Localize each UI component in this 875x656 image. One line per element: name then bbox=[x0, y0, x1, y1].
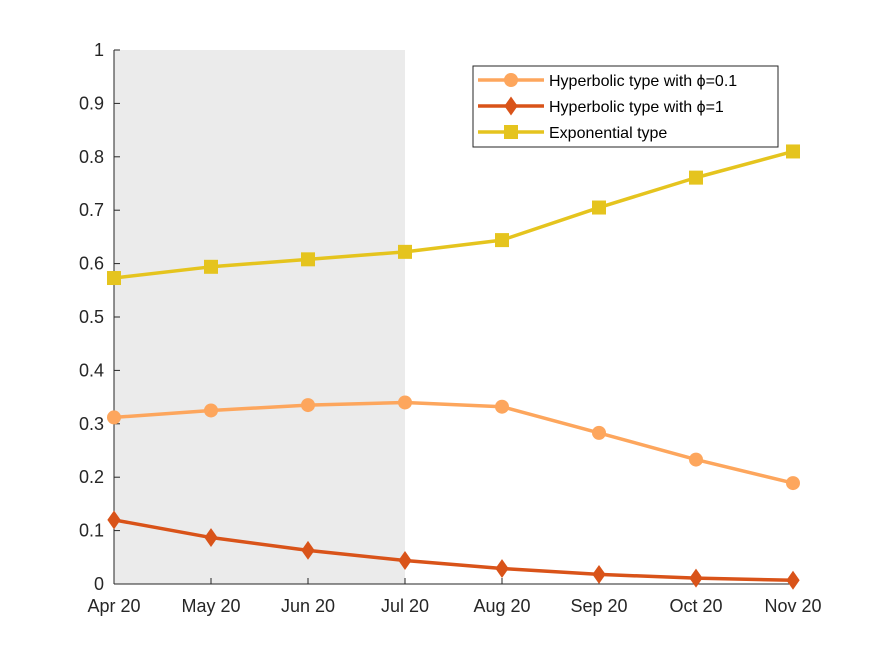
legend-label: Hyperbolic type with ϕ=1 bbox=[549, 99, 724, 116]
data-point bbox=[495, 233, 509, 248]
legend-entry: Hyperbolic type with ϕ=1 bbox=[478, 96, 724, 116]
shaded-region bbox=[114, 50, 405, 584]
legend-swatch-marker bbox=[504, 96, 518, 116]
x-tick-label: Nov 20 bbox=[764, 596, 821, 616]
legend: Hyperbolic type with ϕ=0.1 Hyperbolic typ… bbox=[472, 65, 779, 148]
y-tick-label: 0.5 bbox=[79, 307, 104, 327]
legend-label: Exponential type bbox=[549, 125, 667, 142]
series-1 bbox=[107, 510, 800, 590]
x-tick-label: Aug 20 bbox=[473, 596, 530, 616]
x-tick-label: Jun 20 bbox=[281, 596, 335, 616]
series-layer bbox=[107, 144, 800, 590]
data-point bbox=[689, 568, 703, 588]
legend-entry: Hyperbolic type with ϕ=0.1 bbox=[478, 73, 737, 90]
data-point bbox=[398, 395, 412, 410]
y-tick-label: 0.3 bbox=[79, 414, 104, 434]
x-tick-label: Oct 20 bbox=[669, 596, 722, 616]
data-point bbox=[107, 510, 121, 530]
series-2 bbox=[107, 144, 800, 286]
y-tick-label: 0 bbox=[94, 574, 104, 594]
data-point bbox=[398, 244, 412, 259]
data-point bbox=[689, 452, 703, 467]
data-point bbox=[204, 259, 218, 274]
data-point bbox=[786, 570, 800, 590]
y-tick-label: 0.6 bbox=[79, 254, 104, 274]
shaded-region-layer bbox=[114, 50, 405, 584]
data-point bbox=[495, 399, 509, 414]
data-point bbox=[689, 170, 703, 185]
x-tick-label: May 20 bbox=[181, 596, 240, 616]
x-tick-label: Sep 20 bbox=[570, 596, 627, 616]
data-point bbox=[786, 476, 800, 491]
legend-entry: Exponential type bbox=[478, 125, 667, 142]
data-point bbox=[301, 398, 315, 413]
series-line bbox=[113, 400, 794, 485]
y-tick-label: 0.4 bbox=[79, 360, 104, 380]
data-point bbox=[398, 551, 412, 570]
y-tick-label: 1 bbox=[94, 40, 104, 60]
data-point bbox=[301, 540, 315, 560]
data-point bbox=[592, 200, 606, 215]
data-point bbox=[204, 528, 218, 547]
legend-swatch-marker bbox=[504, 73, 518, 87]
y-tick-label: 0.9 bbox=[79, 93, 104, 113]
data-point bbox=[204, 403, 218, 418]
y-tick-label: 0.7 bbox=[79, 200, 104, 220]
data-point bbox=[301, 252, 315, 267]
series-line bbox=[113, 149, 794, 280]
series-line bbox=[113, 518, 794, 583]
data-point bbox=[786, 144, 800, 159]
data-point bbox=[495, 559, 509, 578]
x-tick-label: Jul 20 bbox=[381, 596, 429, 616]
series-0 bbox=[107, 395, 800, 491]
axes-layer: 0 0.1 0.2 0.3 0.4 0.5 0.6 0.7 0.8 0.9 1 Apr 20 May 2… bbox=[79, 40, 822, 616]
legend-label: Hyperbolic type with ϕ=0.1 bbox=[549, 73, 737, 90]
y-tick-label: 0.8 bbox=[79, 147, 104, 167]
y-tick-label: 0.1 bbox=[79, 521, 104, 541]
x-tick-label: Apr 20 bbox=[87, 596, 140, 616]
data-point bbox=[592, 425, 606, 440]
data-point bbox=[107, 271, 121, 286]
data-point bbox=[107, 410, 121, 425]
y-tick-label: 0.2 bbox=[79, 467, 104, 487]
legend-swatch-marker bbox=[504, 125, 518, 139]
data-point bbox=[592, 564, 606, 584]
